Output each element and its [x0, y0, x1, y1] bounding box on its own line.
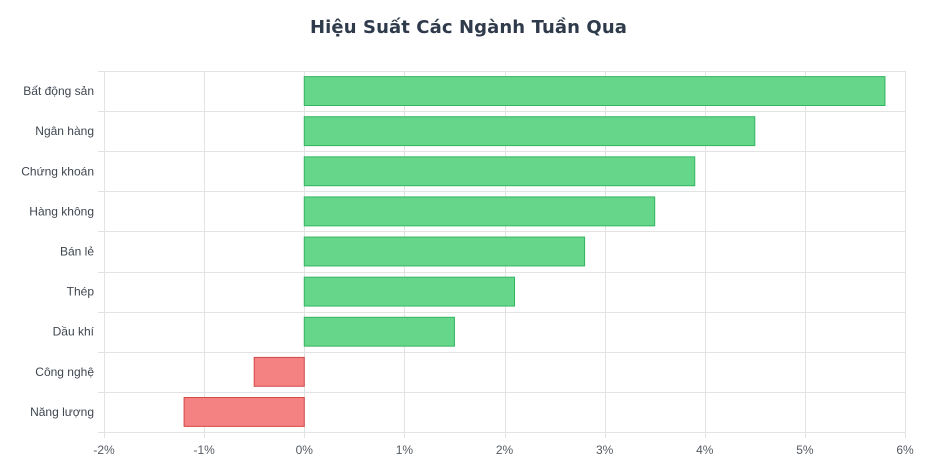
category-label: Chứng khoán	[21, 164, 94, 178]
bar-positive[interactable]	[303, 236, 586, 267]
x-tick-label: 2%	[496, 443, 514, 457]
category-label: Dầu khí	[53, 325, 95, 339]
category-label: Bất động sản	[23, 84, 94, 98]
x-tick-label: 4%	[696, 443, 714, 457]
category-label: Công nghệ	[35, 365, 94, 379]
x-tick-label: 6%	[896, 443, 914, 457]
category-label: Năng lượng	[30, 405, 94, 419]
x-tick-label: 5%	[796, 443, 814, 457]
chart-title: Hiệu Suất Các Ngành Tuần Qua	[309, 17, 627, 38]
x-tick-label: -1%	[193, 443, 215, 457]
category-label: Thép	[67, 285, 95, 299]
bar-positive[interactable]	[303, 156, 696, 187]
x-tick-label: 3%	[596, 443, 614, 457]
x-tick-label: -2%	[93, 443, 115, 457]
bar-positive[interactable]	[303, 116, 756, 147]
x-tick-label: 0%	[296, 443, 314, 457]
bar-positive[interactable]	[303, 76, 886, 106]
x-tick-label: 1%	[396, 443, 414, 457]
x-tick-labels: -2% -1% 0% 1% 2% 3% 4% 5% 6%	[93, 443, 914, 457]
category-label: Ngân hàng	[35, 124, 94, 138]
bar-positive[interactable]	[303, 196, 656, 227]
bar-negative[interactable]	[253, 356, 305, 387]
category-labels: Bất động sản Ngân hàng Chứng khoán Hàng khô…	[21, 84, 94, 419]
bar-positive[interactable]	[303, 276, 516, 307]
category-label: Hàng không	[29, 204, 94, 218]
bar-negative[interactable]	[183, 397, 305, 427]
bars-layer	[183, 76, 886, 427]
category-label: Bán lẻ	[60, 245, 94, 259]
bar-positive[interactable]	[303, 316, 455, 347]
